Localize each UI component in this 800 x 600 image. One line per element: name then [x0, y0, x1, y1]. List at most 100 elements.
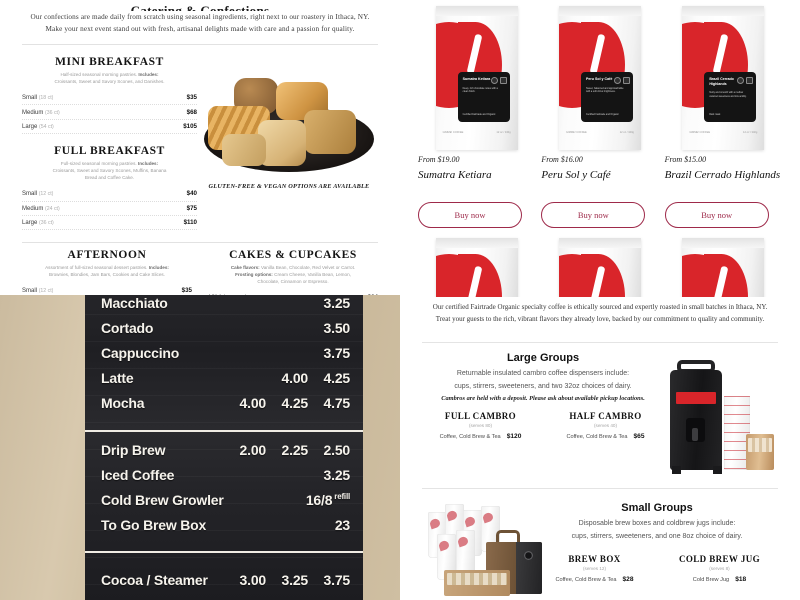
- bag-body: Brazil Cerrado Highlands Nutty and smoot…: [682, 6, 765, 150]
- section-line-2: cups, stirrers, sweeteners, and one 8oz …: [571, 532, 743, 540]
- divider-mid: [22, 242, 378, 244]
- buy-now-button[interactable]: Buy now: [541, 202, 646, 228]
- product-name[interactable]: Peru Sol y Café: [541, 169, 611, 181]
- bag-brand: GIMME! COFFEE: [565, 131, 587, 134]
- left-column: Catering & Confections Our confections a…: [0, 0, 400, 600]
- coffee-bag-image: Brazil Cerrado Highlands Nutty and smoot…: [665, 6, 782, 150]
- row-name: Small (12 ct): [22, 191, 54, 198]
- large-groups-section: Large Groups Returnable insulated cambro…: [418, 352, 782, 480]
- row-price: $75: [186, 204, 197, 212]
- board-item-name: Latte: [101, 370, 134, 386]
- board-item-name: Iced Coffee: [101, 467, 175, 483]
- table-row: Large (36 ct) $110: [22, 216, 197, 231]
- desc-plain: Assortment of full-sized seasonal desser…: [45, 265, 149, 271]
- board-divider-1: [85, 430, 363, 432]
- row-price: $40: [186, 190, 197, 198]
- desc-line2: Croissants, Sweet and Savory Scones, Muf…: [52, 168, 167, 174]
- row-name: Large (54 ct): [22, 123, 54, 130]
- pastry-platter-photo: [196, 62, 382, 177]
- board-item-name: Cortado: [101, 320, 154, 336]
- label-certification: Certified Fairtrade and Organic: [462, 113, 496, 116]
- board-item-name: Cold Brew Growler: [101, 492, 224, 508]
- row-count: (12 ct): [38, 288, 54, 295]
- pastry-box: [746, 434, 774, 470]
- bag-weight: 12 oz / 340g: [619, 131, 634, 134]
- row-count: (36 ct): [45, 109, 60, 116]
- desc-plain: Half-sized seasonal morning pastries.: [60, 72, 139, 77]
- row-name: Small (18 ct): [22, 95, 54, 102]
- cambro-brand-label: [676, 392, 716, 404]
- product-card: [541, 238, 658, 300]
- bag-top: [435, 238, 518, 248]
- pastry-5: [258, 120, 306, 166]
- package-description: Assortment of full-sized seasonal desser…: [22, 264, 192, 278]
- desc-plain: Full-sized seasonal morning pastries.: [60, 161, 138, 167]
- package-description: Cake flavors: Vanilla Bean, Chocolate, R…: [208, 264, 378, 285]
- row-name: Medium (36 ct): [22, 109, 60, 116]
- option-items: Cold Brew Jug $18: [692, 576, 747, 583]
- label-tasting-notes: Sweet, balanced and approachable with a …: [585, 86, 624, 93]
- divider-top: [22, 44, 378, 45]
- small-groups-section: Small Groups Disposable brew boxes and c…: [418, 496, 782, 596]
- package-description: Half-sized seasonal morning pastries. In…: [22, 71, 197, 85]
- row-name: Large (36 ct): [22, 220, 54, 227]
- option-serves: (serves 8): [709, 566, 730, 571]
- board-prices: 4.00 4.25: [281, 370, 351, 386]
- bag-top: [558, 238, 641, 248]
- product-card: Sumatra Ketiara Deep, rich chocolate not…: [418, 6, 535, 228]
- package-mini-breakfast: MINI BREAKFAST Half-sized seasonal morni…: [22, 56, 197, 135]
- row-price: $105: [183, 122, 197, 130]
- table-row: Medium (36 ct) $68: [22, 105, 197, 120]
- option-price: $65: [633, 433, 645, 440]
- section-line-2: cups, stirrers, sweeteners, and two 32oz…: [454, 382, 632, 390]
- option-items: Coffee, Cold Brew & Tea $120: [439, 433, 522, 440]
- row-price: $35: [181, 287, 192, 295]
- option-items: Coffee, Cold Brew & Tea $28: [555, 576, 634, 583]
- bag-footer: GIMME! COFFEE 12 oz / 340g: [559, 131, 641, 134]
- page-title-clipped: Catering & Confections: [26, 6, 374, 11]
- fairtrade-badge-icon: [622, 77, 630, 84]
- bag-body: [435, 238, 518, 300]
- fairtrade-badge-icon: [746, 77, 754, 84]
- section-heading: Large Groups: [506, 352, 580, 364]
- organic-badge-icon: [490, 77, 498, 84]
- label-product-name: Peru Sol y Café: [585, 77, 613, 81]
- brew-box-face: [516, 542, 542, 594]
- buy-now-button[interactable]: Buy now: [664, 202, 769, 228]
- option-columns: BREW BOX (serves 12) Coffee, Cold Brew &…: [532, 554, 782, 583]
- product-card: [665, 238, 782, 300]
- option-title: BREW BOX: [568, 554, 621, 564]
- desc-line3: Bread and Coffee Cake.: [84, 175, 135, 181]
- frosting-text: Cream Cheese, Vanilla Bean, Lemon,: [272, 272, 351, 278]
- organic-badge-icon: [737, 77, 745, 84]
- product-name[interactable]: Sumatra Ketiara: [418, 169, 492, 181]
- package-title: FULL BREAKFAST: [54, 145, 165, 158]
- product-price-from: From $15.00: [664, 155, 707, 164]
- option-cold-brew-jug: COLD BREW JUG (serves 8) Cold Brew Jug $1…: [657, 554, 782, 583]
- board-prices: 4.00 4.25 4.75: [239, 395, 351, 411]
- row-count: (18 ct): [38, 95, 54, 102]
- row-name: Small (12 ct): [22, 288, 54, 295]
- board-row: Cortado 3.50: [85, 320, 363, 336]
- option-brew-box: BREW BOX (serves 12) Coffee, Cold Brew &…: [532, 554, 657, 583]
- price-rows: Small (18 ct) $35 Medium (36 ct) $68 Lar…: [22, 91, 197, 135]
- package-title: AFTERNOON: [67, 249, 147, 262]
- coffee-note-line-2: Treat your guests to the rich, vibrant f…: [435, 315, 765, 323]
- row-name: Medium (24 ct): [22, 205, 60, 212]
- bag-weight: 12 oz / 340g: [743, 131, 758, 134]
- buy-now-button[interactable]: Buy now: [418, 202, 522, 228]
- product-grid: Sumatra Ketiara Deep, rich chocolate not…: [400, 0, 800, 228]
- product-name[interactable]: Brazil Cerrado Highlands: [664, 169, 781, 181]
- fairtrade-badge-icon: [499, 77, 507, 84]
- divider-large-groups: [422, 342, 778, 343]
- coffee-note-line-1: Our certified Fairtrade Organic specialt…: [432, 303, 768, 311]
- intro-block: Catering & Confections Our confections a…: [0, 0, 400, 35]
- desc-includes: Includes:: [148, 265, 169, 271]
- bag-weight: 12 oz / 340g: [496, 131, 511, 134]
- option-title: FULL CAMBRO: [444, 411, 517, 421]
- section-heading: Small Groups: [621, 502, 693, 514]
- paper-cups-stack: [724, 396, 750, 470]
- label-certification: Dark roast: [709, 113, 721, 116]
- product-card: Brazil Cerrado Highlands Nutty and smoot…: [664, 6, 782, 228]
- board-row: Drip Brew 2.00 2.25 2.50: [85, 442, 363, 458]
